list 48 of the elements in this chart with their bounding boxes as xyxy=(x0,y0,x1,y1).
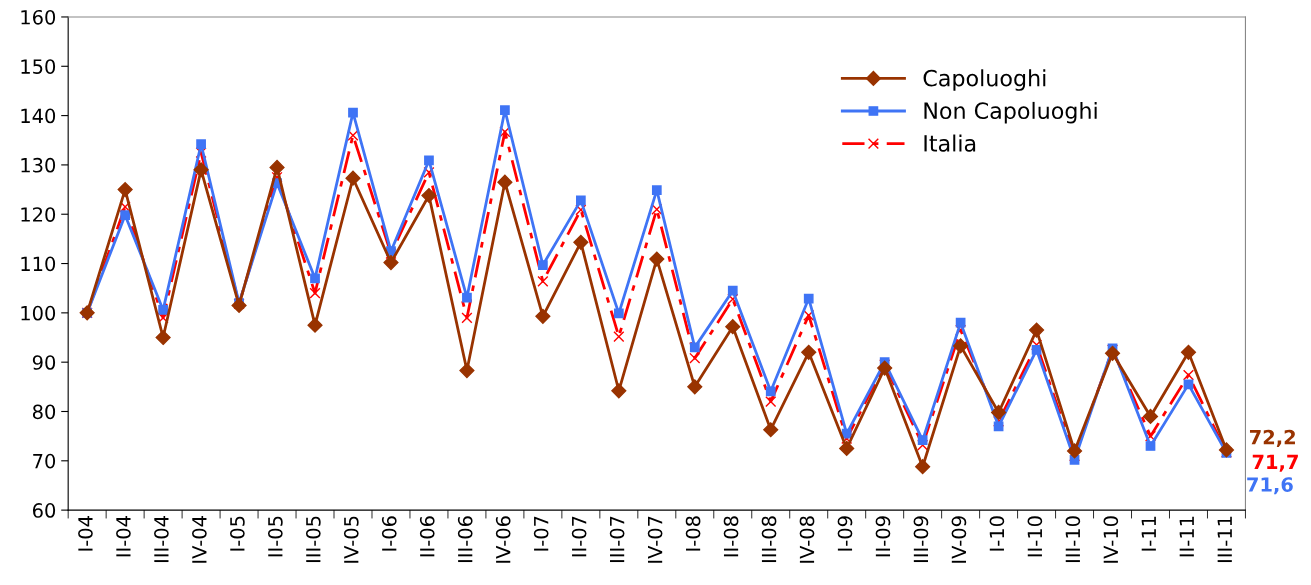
x-tick-label: IV-09 xyxy=(951,516,967,563)
x-tick-label: II-05 xyxy=(267,516,283,557)
y-tick-label: 110 xyxy=(21,256,56,272)
x-tick-label: I-07 xyxy=(533,516,549,551)
x-tick-label: III-08 xyxy=(761,516,777,563)
x-tick-label: IV-06 xyxy=(495,516,511,563)
x-tick-label: I-06 xyxy=(381,516,397,551)
x-tick-label: III-05 xyxy=(305,516,321,563)
x-tick-label: I-10 xyxy=(989,516,1005,551)
x-tick-label: I-09 xyxy=(837,516,853,551)
x-tick-label: II-07 xyxy=(571,516,587,557)
x-tick-label: II-04 xyxy=(116,516,131,557)
x-tick-label: III-11 xyxy=(1217,516,1232,563)
y-tick-label: 120 xyxy=(21,207,56,222)
y-tick-label: 150 xyxy=(21,59,56,74)
legend-label: Capoluoghi xyxy=(923,69,1046,91)
y-tick-label: 140 xyxy=(21,108,56,124)
y-tick-label: 90 xyxy=(32,355,56,370)
y-tick-label: 70 xyxy=(33,453,56,469)
legend-label: Non Capoluoghi xyxy=(924,101,1097,124)
x-tick-label: II-06 xyxy=(419,516,435,557)
y-tick-label: 160 xyxy=(21,9,56,25)
x-tick-label: IV-07 xyxy=(647,516,663,563)
x-tick-label: III-10 xyxy=(1065,516,1081,563)
y-tick-label: 100 xyxy=(21,305,56,321)
y-tick-label: 60 xyxy=(32,503,56,518)
x-tick-label: II-10 xyxy=(1027,516,1043,557)
x-tick-label: I-04 xyxy=(78,516,93,551)
x-tick-label: II-11 xyxy=(1179,516,1194,557)
annotation: 71,6 xyxy=(1247,477,1293,495)
x-tick-label: IV-08 xyxy=(799,516,815,563)
x-tick-label: II-08 xyxy=(723,516,739,557)
x-tick-label: III-04 xyxy=(154,516,169,563)
x-tick-label: IV-04 xyxy=(192,516,207,563)
annotation: 72,2 xyxy=(1249,429,1295,447)
y-tick-label: 130 xyxy=(21,157,56,173)
x-tick-label: IV-10 xyxy=(1103,516,1119,563)
x-tick-label: I-08 xyxy=(685,516,701,551)
x-tick-label: IV-05 xyxy=(343,516,359,563)
x-tick-label: III-06 xyxy=(457,516,473,563)
annotation: 71,7 xyxy=(1252,454,1298,472)
legend-label: Italia xyxy=(924,134,976,152)
y-tick-label: 80 xyxy=(32,404,56,420)
x-tick-label: I-11 xyxy=(1141,516,1156,551)
x-tick-label: III-09 xyxy=(913,516,929,563)
x-tick-label: II-09 xyxy=(875,516,891,557)
x-tick-label: I-05 xyxy=(230,516,245,551)
x-tick-label: III-07 xyxy=(609,516,625,563)
